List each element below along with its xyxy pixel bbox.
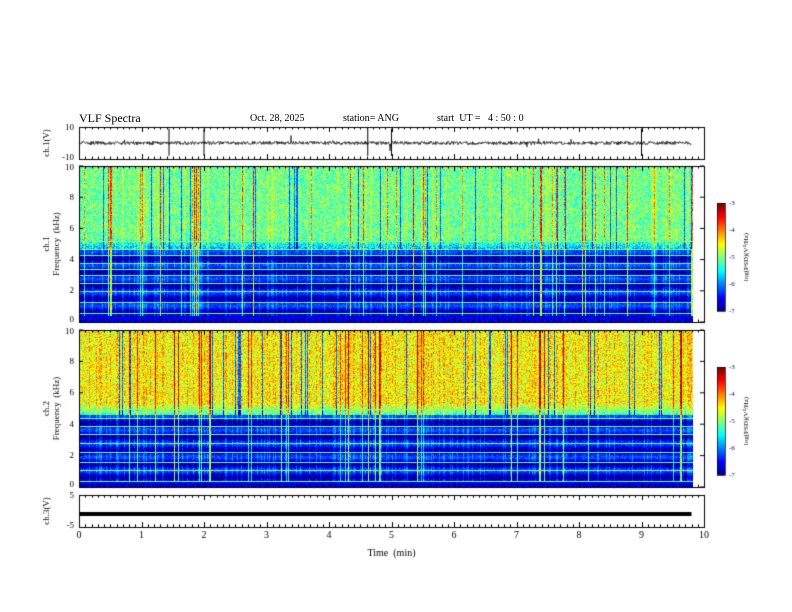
station-label: station= ANG	[343, 113, 399, 124]
figure-title: VLF Spectra	[79, 111, 141, 125]
date-label: Oct. 28, 2025	[250, 113, 305, 124]
start-time-label: start UT = 4 : 50 : 0	[437, 113, 524, 124]
